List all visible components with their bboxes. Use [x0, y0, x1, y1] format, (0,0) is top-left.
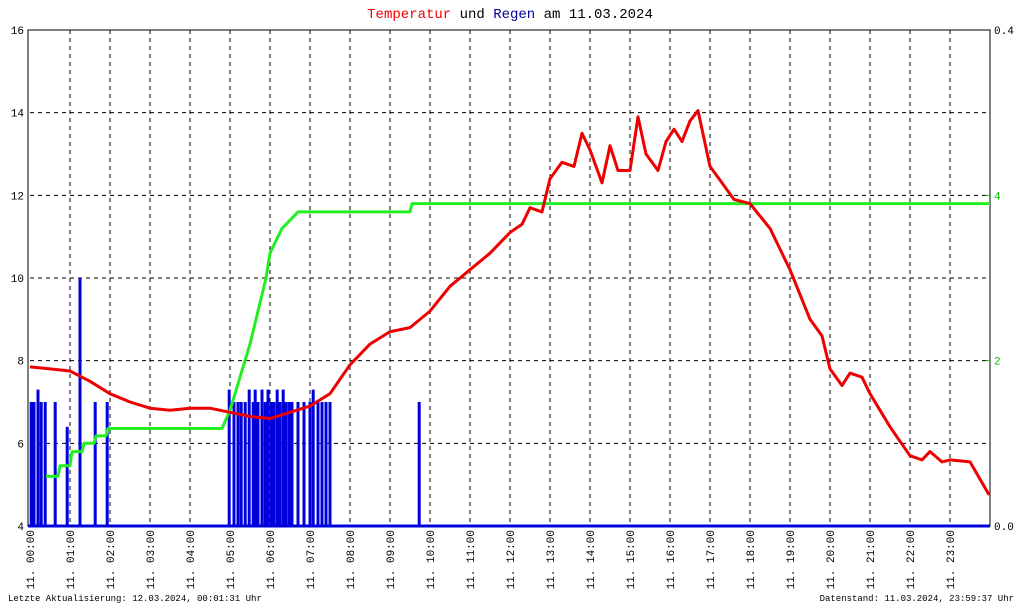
- rain-bar: [417, 402, 421, 526]
- rain-bar: [253, 389, 257, 526]
- y-tick-label: 12: [11, 191, 24, 203]
- rain-bar: [302, 402, 306, 526]
- rain-bar: [239, 402, 243, 526]
- x-tick-label: 11. 23:00: [946, 530, 958, 589]
- rain-bar: [53, 402, 57, 526]
- title-part: Temperatur: [367, 7, 451, 23]
- x-tick-label: 11. 04:00: [186, 530, 198, 589]
- series-line: [29, 109, 991, 496]
- footer-left: Letzte Aktualisierung: 12.03.2024, 00:01…: [8, 594, 262, 604]
- y-tick-label: 4: [17, 522, 24, 534]
- x-tick-label: 11. 16:00: [666, 530, 678, 589]
- title-part: und: [460, 7, 485, 23]
- x-tick-label: 11. 19:00: [786, 530, 798, 589]
- rain-bar: [324, 402, 328, 526]
- footer-right: Datenstand: 11.03.2024, 23:59:37 Uhr: [820, 594, 1014, 604]
- y-tick-label: 8: [17, 357, 24, 369]
- y3-tick-label: 2: [994, 357, 1001, 369]
- x-tick-label: 11. 06:00: [266, 530, 278, 589]
- x-tick-label: 11. 20:00: [826, 530, 838, 589]
- rain-bar: [105, 402, 109, 526]
- rain-bar: [316, 402, 320, 526]
- rain-bar: [290, 402, 294, 526]
- x-tick-label: 11. 12:00: [506, 530, 518, 589]
- rain-bar: [256, 402, 260, 526]
- x-tick-label: 11. 02:00: [106, 530, 118, 589]
- rain-bar: [260, 389, 264, 526]
- x-tick-label: 11. 03:00: [146, 530, 158, 589]
- rain-bar: [320, 402, 324, 526]
- x-tick-label: 11. 09:00: [386, 530, 398, 589]
- rain-bar: [93, 402, 97, 526]
- y3-tick-label: 4: [994, 191, 1001, 203]
- rain-bar: [308, 402, 312, 526]
- x-tick-label: 11. 13:00: [546, 530, 558, 589]
- x-tick-label: 11. 08:00: [346, 530, 358, 589]
- rain-bar: [232, 402, 236, 526]
- chart-title: Temperatur und Regen am 11.03.2024: [367, 7, 653, 23]
- y-tick-label: 6: [17, 439, 24, 451]
- x-tick-label: 11. 14:00: [586, 530, 598, 589]
- rain-bar: [36, 389, 40, 526]
- rain-bar: [284, 402, 288, 526]
- x-tick-label: 11. 15:00: [626, 530, 638, 589]
- x-tick-label: 11. 01:00: [66, 530, 78, 589]
- rain-bar: [311, 389, 315, 526]
- x-tick-label: 11. 17:00: [706, 530, 718, 589]
- rain-bar: [263, 402, 267, 526]
- rain-bar: [275, 389, 279, 526]
- x-tick-label: 11. 11:00: [466, 530, 478, 589]
- rain-bar: [296, 402, 300, 526]
- y2-tick-label: 0.4: [994, 26, 1014, 38]
- rain-bar: [236, 402, 240, 526]
- rain-bar: [251, 402, 255, 526]
- y-tick-label: 16: [11, 26, 24, 38]
- x-tick-label: 11. 18:00: [746, 530, 758, 589]
- rain-bar: [272, 402, 276, 526]
- rain-bar: [78, 278, 82, 526]
- y-tick-label: 10: [11, 274, 24, 286]
- rain-bar: [32, 402, 36, 526]
- x-tick-label: 11. 22:00: [906, 530, 918, 589]
- x-tick-label: 11. 10:00: [426, 530, 438, 589]
- rain-bar: [269, 402, 273, 526]
- rain-bar: [266, 389, 270, 526]
- y-tick-label: 14: [11, 109, 25, 121]
- rain-bar: [29, 402, 33, 526]
- rain-bar: [328, 402, 332, 526]
- x-tick-label: 11. 21:00: [866, 530, 878, 589]
- y2-tick-label: 0.0: [994, 522, 1014, 534]
- title-part: am 11.03.2024: [544, 7, 653, 23]
- x-tick-label: 11. 00:00: [26, 530, 38, 589]
- rain-bar: [247, 389, 251, 526]
- rain-bar: [65, 426, 69, 526]
- rain-bar: [43, 402, 47, 526]
- rain-bar: [287, 402, 291, 526]
- rain-bar: [227, 389, 231, 526]
- series-line: [46, 202, 990, 478]
- rain-bar: [281, 389, 285, 526]
- rain-bar: [243, 402, 247, 526]
- rain-bar: [39, 402, 43, 526]
- x-tick-label: 11. 05:00: [226, 530, 238, 589]
- x-tick-label: 11. 07:00: [306, 530, 318, 589]
- title-part: Regen: [493, 7, 535, 23]
- rain-bar: [278, 402, 282, 526]
